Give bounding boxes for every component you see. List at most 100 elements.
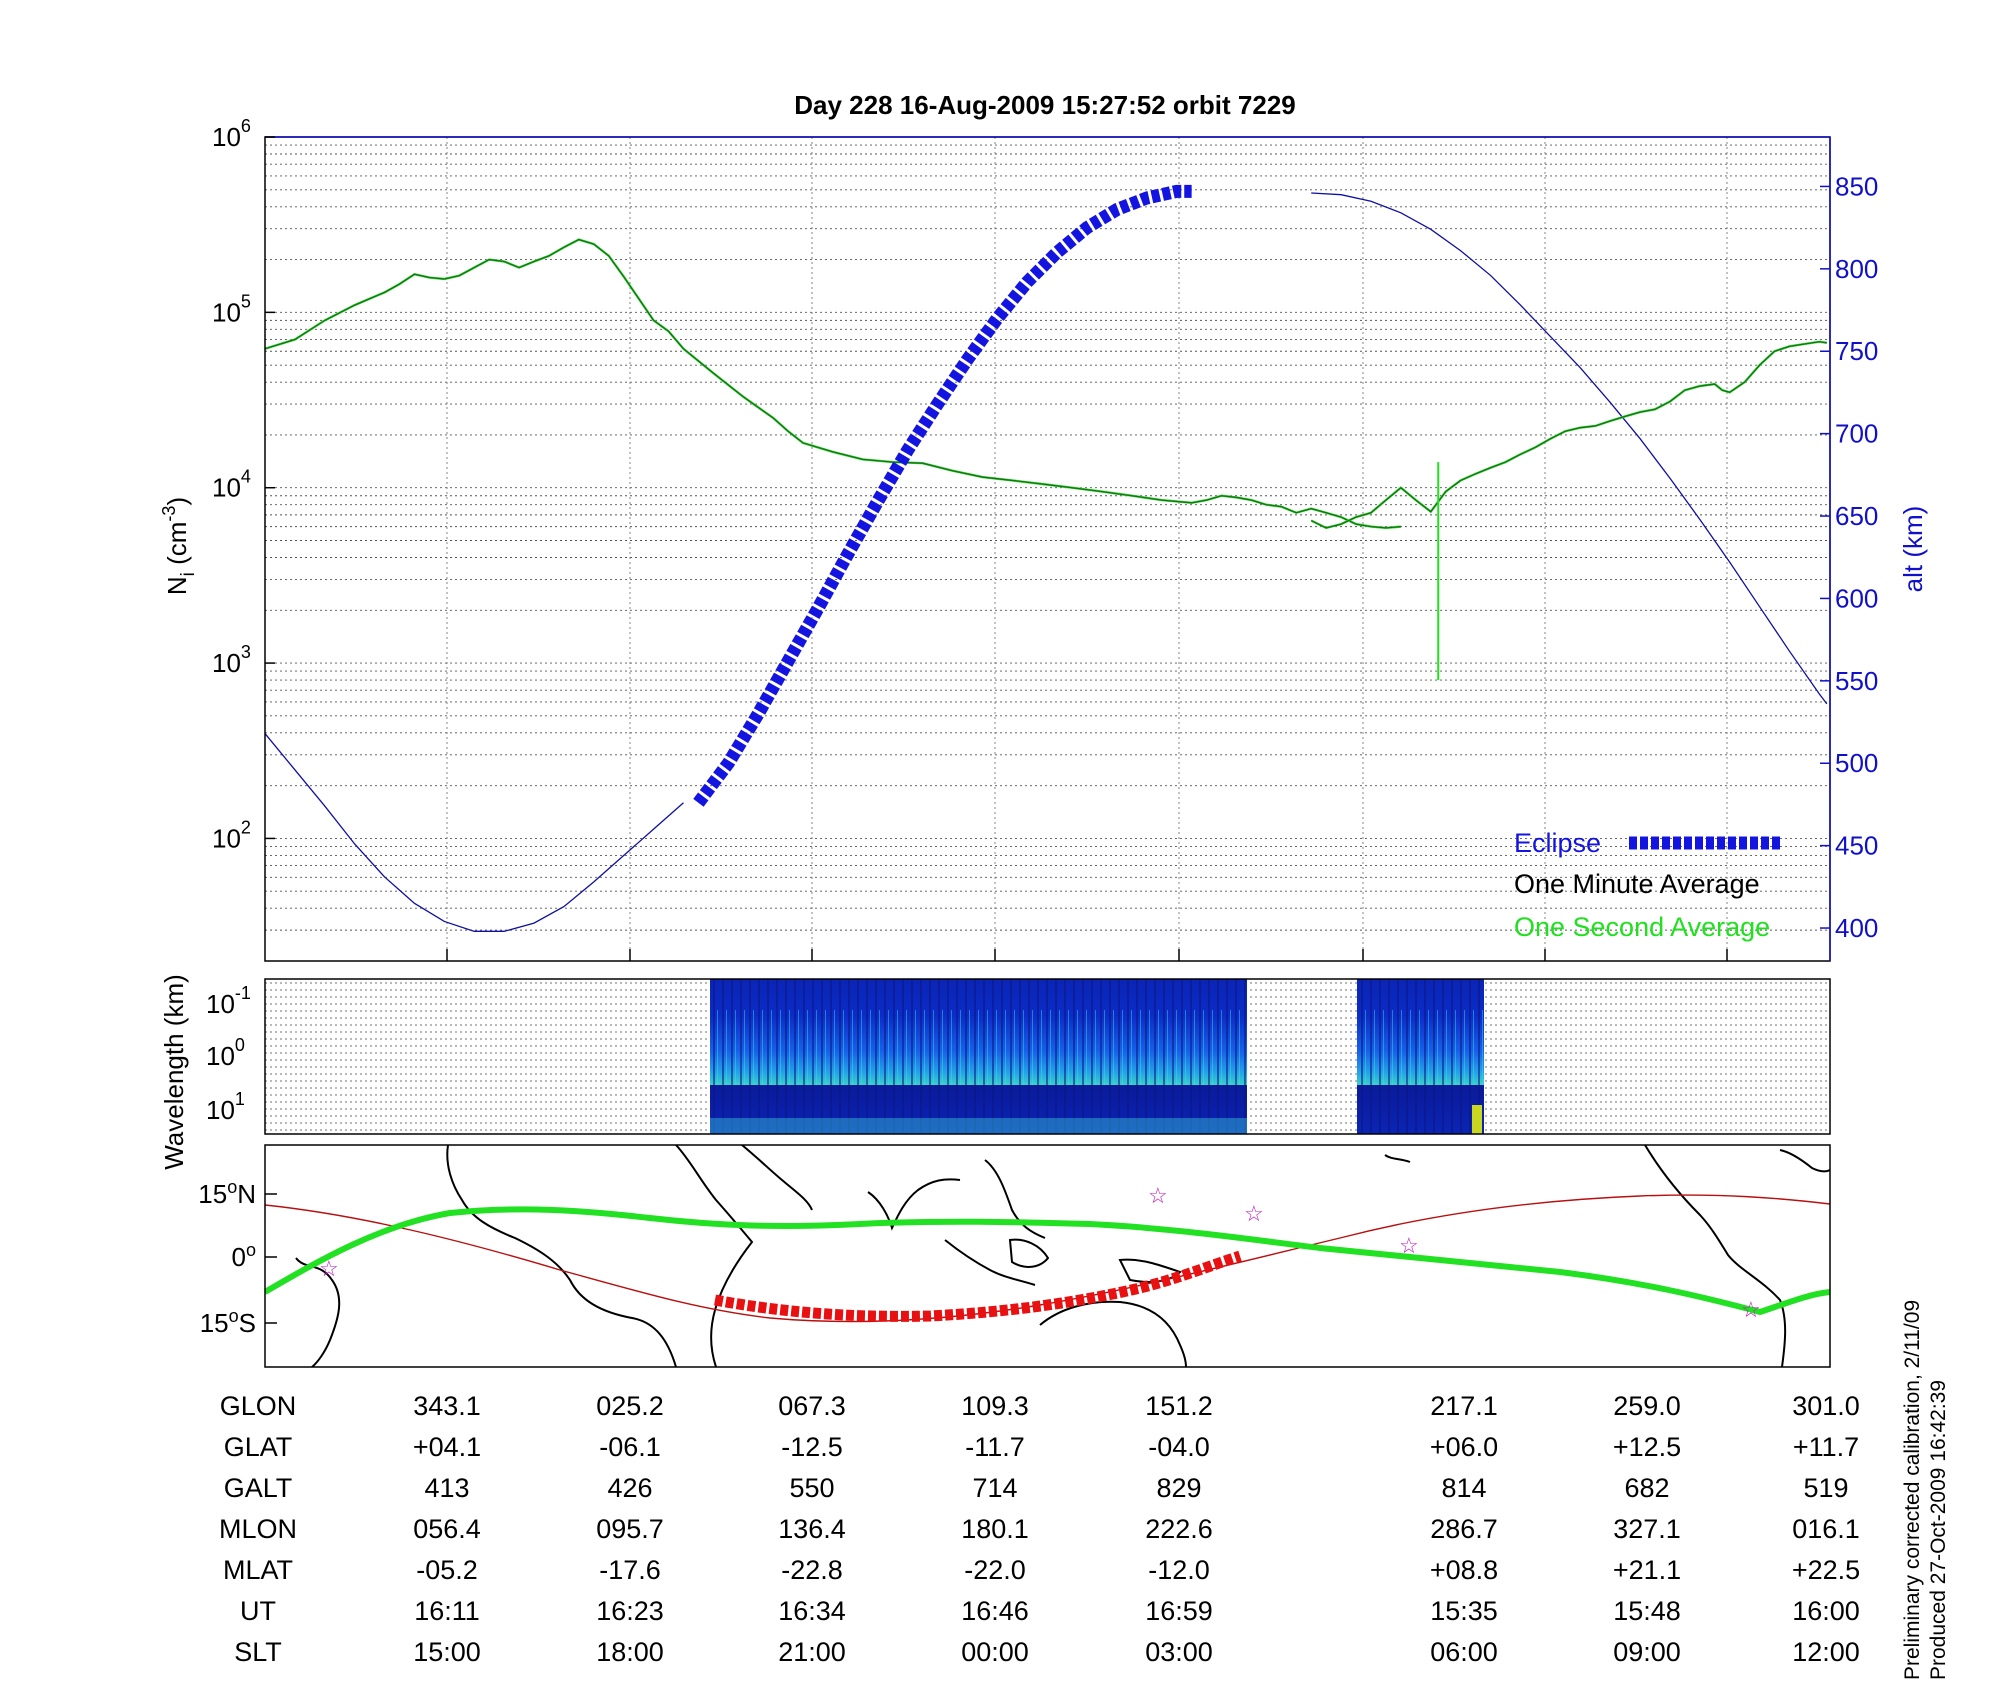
table-cell: 327.1 bbox=[1613, 1514, 1681, 1544]
coastline-group bbox=[295, 1145, 1830, 1367]
altitude-line bbox=[265, 733, 684, 932]
coast-africa-west bbox=[446, 1145, 677, 1367]
table-cell: 550 bbox=[789, 1473, 834, 1503]
table-cell: 222.6 bbox=[1145, 1514, 1213, 1544]
table-cell: 519 bbox=[1803, 1473, 1848, 1503]
y-axis-label-left: Ni (cm-3) bbox=[159, 497, 199, 595]
table-cell: 151.2 bbox=[1145, 1391, 1213, 1421]
table-cell: 016.1 bbox=[1792, 1514, 1860, 1544]
spectrogram-block-2 bbox=[1357, 979, 1484, 1134]
table-cell: 15:00 bbox=[413, 1637, 481, 1667]
table-row-label: GLAT bbox=[224, 1432, 293, 1462]
map-star-marker: ☆ bbox=[1244, 1201, 1264, 1226]
coast-se-asia bbox=[984, 1159, 1046, 1239]
y-tick-right-label: 500 bbox=[1835, 748, 1878, 778]
table-cell: 426 bbox=[607, 1473, 652, 1503]
table-cell: -04.0 bbox=[1148, 1432, 1210, 1462]
y-tick-label: 106 bbox=[212, 116, 251, 152]
map-y-tick-label: 15oN bbox=[198, 1177, 256, 1209]
y-tick-right-label: 800 bbox=[1835, 254, 1878, 284]
table-row-label: GALT bbox=[224, 1473, 293, 1503]
spectrogram-block-2-hot bbox=[1472, 1105, 1482, 1134]
map-eclipse-track bbox=[714, 1250, 1242, 1322]
table-cell: -22.8 bbox=[781, 1555, 843, 1585]
table-row-label: UT bbox=[240, 1596, 276, 1626]
map-panel: ☆ ☆ ☆ ☆ ☆ 15oN 0o 15oS bbox=[198, 1144, 1831, 1368]
spectrogram-panel: 10-1 100 101 Wavelength (km) bbox=[159, 974, 1831, 1170]
table-cell: -12.0 bbox=[1148, 1555, 1210, 1585]
table-row-label: MLON bbox=[219, 1514, 297, 1544]
spectrogram-y-tick-label: 10-1 bbox=[206, 983, 251, 1019]
ground-track-line bbox=[265, 1206, 1830, 1316]
table-cell: 714 bbox=[972, 1473, 1017, 1503]
table-cell: 136.4 bbox=[778, 1514, 846, 1544]
table-cell: 682 bbox=[1624, 1473, 1669, 1503]
map-y-tick-label: 15oS bbox=[200, 1306, 256, 1338]
coast-hawaii bbox=[1384, 1154, 1411, 1163]
table-row-label: SLT bbox=[234, 1637, 282, 1667]
y-tick-right-label: 750 bbox=[1835, 336, 1878, 366]
table-cell: -12.5 bbox=[781, 1432, 843, 1462]
table-cell: 056.4 bbox=[413, 1514, 481, 1544]
table-cell: 16:34 bbox=[778, 1596, 846, 1626]
legend: Eclipse One Minute Average One Second Av… bbox=[1514, 828, 1781, 942]
altitude-line-group bbox=[265, 192, 1828, 932]
table-cell: 067.3 bbox=[778, 1391, 846, 1421]
y-tick-right-label: 400 bbox=[1835, 913, 1878, 943]
spectrogram-frame bbox=[264, 978, 1831, 1135]
spectrogram-y-tick-label: 101 bbox=[206, 1089, 245, 1125]
spectrogram-y-tick-label: 100 bbox=[206, 1035, 245, 1071]
table-cell: 03:00 bbox=[1145, 1637, 1213, 1667]
table-cell: -22.0 bbox=[964, 1555, 1026, 1585]
table-cell: 09:00 bbox=[1613, 1637, 1681, 1667]
table-row-label: GLON bbox=[220, 1391, 297, 1421]
legend-second-label: One Second Average bbox=[1514, 912, 1770, 942]
table-cell: +11.7 bbox=[1793, 1432, 1859, 1462]
coast-borneo bbox=[1008, 1238, 1050, 1268]
ni-second-average-line bbox=[265, 238, 1401, 530]
table-cell: 06:00 bbox=[1430, 1637, 1498, 1667]
table-cell: +21.1 bbox=[1613, 1555, 1681, 1585]
table-cell: 16:46 bbox=[961, 1596, 1029, 1626]
altitude-line bbox=[1311, 192, 1828, 705]
spectrogram-gridlines bbox=[265, 982, 1830, 1131]
map-y-tick-label: 0o bbox=[232, 1240, 256, 1272]
y-tick-right-label: 600 bbox=[1835, 583, 1878, 613]
table-cell: +04.1 bbox=[413, 1432, 481, 1462]
footnote-line1: Preliminary corrected calibration, 2/11/… bbox=[1901, 1300, 1924, 1680]
x-gridlines bbox=[446, 137, 1728, 961]
table-cell: 16:00 bbox=[1792, 1596, 1860, 1626]
map-frame bbox=[264, 1144, 1831, 1368]
table-cell: 16:11 bbox=[414, 1596, 480, 1626]
legend-eclipse-label: Eclipse bbox=[1514, 828, 1601, 858]
spectrogram-y-ticks: 10-1 100 101 bbox=[206, 983, 251, 1125]
coast-arabia bbox=[741, 1145, 813, 1211]
table-cell: 025.2 bbox=[596, 1391, 664, 1421]
table-cell: 095.7 bbox=[596, 1514, 664, 1544]
y-tick-right-label: 450 bbox=[1835, 831, 1878, 861]
table-cell: 217.1 bbox=[1430, 1391, 1498, 1421]
table-row-label: MLAT bbox=[223, 1555, 293, 1585]
coast-india bbox=[867, 1178, 961, 1231]
chart-title: Day 228 16-Aug-2009 15:27:52 orbit 7229 bbox=[794, 90, 1296, 120]
table-cell: 18:00 bbox=[596, 1637, 664, 1667]
ni-minute-average-line bbox=[1310, 341, 1827, 529]
table-cell: 829 bbox=[1156, 1473, 1201, 1503]
spectrogram-block-1 bbox=[710, 979, 1247, 1134]
coast-africa-east bbox=[675, 1145, 754, 1367]
table-cell: 16:23 bbox=[596, 1596, 664, 1626]
table-cell: 15:48 bbox=[1613, 1596, 1681, 1626]
ni-second-average-line bbox=[1310, 340, 1828, 530]
y-tick-label: 105 bbox=[212, 291, 251, 327]
table-cell: +12.5 bbox=[1613, 1432, 1681, 1462]
table-cell: 180.1 bbox=[961, 1514, 1029, 1544]
legend-minute-label: One Minute Average bbox=[1514, 869, 1760, 899]
table-cell: -05.2 bbox=[416, 1555, 478, 1585]
table-cell: -17.6 bbox=[599, 1555, 661, 1585]
table-cell: +06.0 bbox=[1430, 1432, 1498, 1462]
y-tick-right-label: 850 bbox=[1835, 171, 1878, 201]
coast-new-guinea bbox=[1118, 1258, 1182, 1283]
y-axis-label-right: alt (km) bbox=[1898, 506, 1928, 593]
coast-sumatra bbox=[944, 1239, 1036, 1286]
